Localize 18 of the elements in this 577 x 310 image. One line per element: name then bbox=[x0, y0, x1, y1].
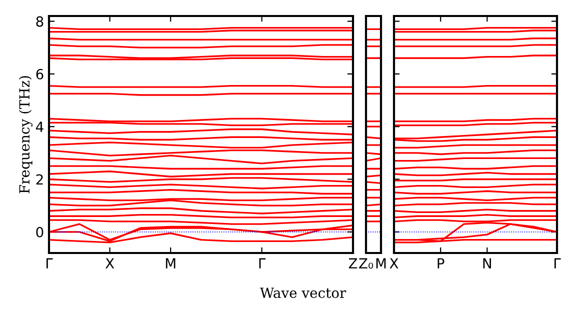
y-tick-label: 4 bbox=[36, 122, 44, 132]
x-tick-label: N bbox=[483, 258, 491, 268]
y-axis-title: Frequency (THz) bbox=[18, 76, 33, 194]
x-tick-label: Z bbox=[348, 258, 358, 268]
x-tick-label: P bbox=[438, 258, 444, 268]
x-tick-label: Γ bbox=[554, 258, 561, 268]
x-tick-label: M bbox=[166, 258, 176, 268]
x-tick-label: Γ bbox=[259, 258, 266, 268]
x-tick-label: X bbox=[105, 258, 114, 268]
x-tick-label: M bbox=[376, 258, 386, 268]
x-tick-label: X bbox=[390, 258, 398, 268]
y-tick-label: 8 bbox=[36, 16, 44, 27]
x-axis-title: Wave vector bbox=[260, 288, 346, 298]
y-tick-label: 6 bbox=[36, 68, 44, 80]
x-tick-label: Z₀ bbox=[359, 258, 374, 269]
y-tick-label: 0 bbox=[36, 226, 44, 238]
y-tick-label: 2 bbox=[36, 174, 43, 185]
x-tick-label: Γ bbox=[46, 258, 53, 268]
